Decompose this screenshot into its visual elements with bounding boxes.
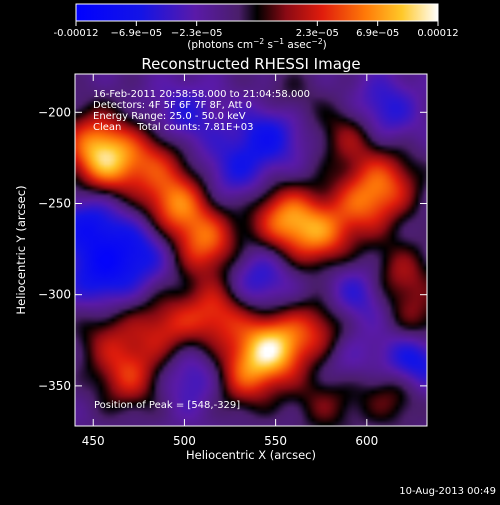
x-tick-label: 550 [264,434,287,448]
colorbar-tick-label: −6.9e−05 [111,28,163,39]
colorbar-tick-label: -0.00012 [54,28,99,39]
y-tick-label: −350 [38,379,71,393]
x-tick-label: 450 [82,434,105,448]
y-axis-ticks: −200 −250 −300 −350 [38,105,427,393]
plot-frame [74,73,428,427]
y-axis-label: Heliocentric Y (arcsec) [14,185,28,314]
colorbar-ticks: -0.00012 −6.9e−05 −2.3e−05 2.3e−05 6.9e−05 0.… [54,21,459,39]
footer-date: 10-Aug-2013 00:49 [399,486,496,497]
colorbar-frame [75,3,439,22]
colorbar-gradient [76,4,438,21]
chart-title: Reconstructed RHESSI Image [141,55,360,73]
x-tick-label: 500 [173,434,196,448]
y-tick-label: −200 [38,105,71,119]
plot-area: 450 500 550 600 −200 −250 −300 −350 16-Feb-201… [38,73,428,448]
colorbar: -0.00012 −6.9e−05 −2.3e−05 2.3e−05 6.9e−05 0.… [54,3,459,51]
peak-position-label: Position of Peak = [548,-329] [94,400,240,411]
heatmap-image [75,74,427,426]
x-axis-label: Heliocentric X (arcsec) [186,448,316,462]
colorbar-tick-label: 6.9e−05 [356,28,399,39]
y-tick-label: −300 [38,288,71,302]
x-tick-label: 600 [355,434,378,448]
annotation-energy-range: Energy Range: 25.0 - 50.0 keV [93,111,246,122]
colorbar-unit-label: (photons cm−2 s−1 asec−2) [187,37,326,51]
annotation-time-range: 16-Feb-2011 20:58:58.000 to 21:04:58.000 [93,89,310,100]
x-axis-ticks: 450 500 550 600 [82,74,378,448]
colorbar-tick-label: 2.3e−05 [296,28,339,39]
colorbar-tick-label: −2.3e−05 [171,28,223,39]
colorbar-tick-label: 0.00012 [417,28,458,39]
annotation-clean-counts: Clean Total counts: 7.81E+03 [93,122,253,133]
annotation-detectors: Detectors: 4F 5F 6F 7F 8F, Att 0 [93,100,252,111]
y-tick-label: −250 [38,196,71,210]
